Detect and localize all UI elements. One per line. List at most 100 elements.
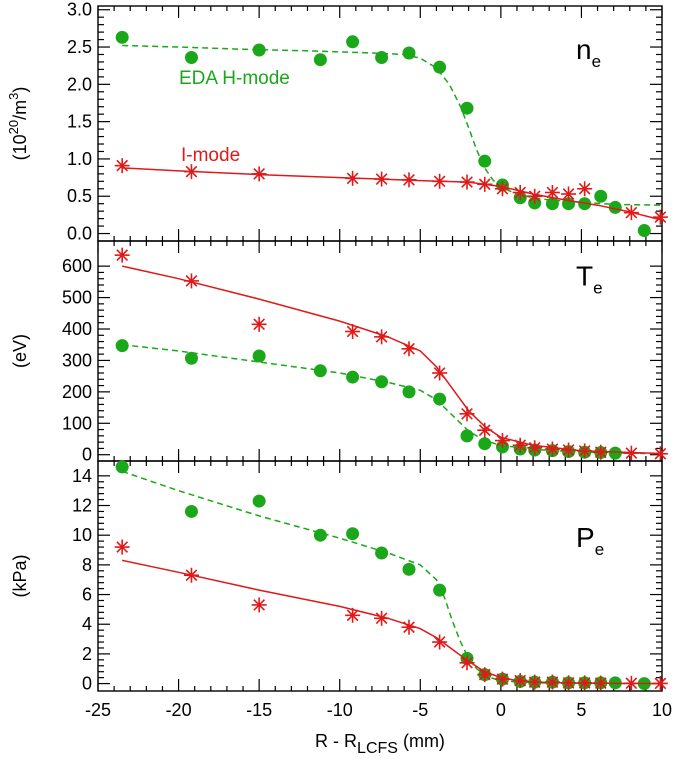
data-point-stroke — [461, 656, 473, 669]
data-point-stroke — [461, 176, 473, 188]
data-point — [459, 406, 475, 422]
y-tick-label: 2 — [82, 644, 92, 664]
data-point — [623, 445, 639, 461]
data-point — [252, 349, 266, 363]
data-point-stroke — [625, 206, 638, 219]
panel-label-sub: e — [595, 540, 604, 559]
x-tick-label: 10 — [652, 700, 672, 720]
data-point-stroke — [594, 446, 607, 459]
y-tick-label: 12 — [72, 496, 92, 516]
data-point — [114, 247, 130, 263]
x-tick-label: -10 — [327, 700, 353, 720]
data-point — [375, 50, 389, 64]
data-point — [527, 188, 543, 204]
data-point — [460, 101, 474, 115]
data-point — [637, 224, 651, 238]
data-point — [433, 583, 447, 597]
data-point — [512, 185, 528, 201]
data-point — [477, 176, 493, 192]
y-axis-title: (eV) — [10, 334, 30, 368]
data-point-stroke — [433, 367, 446, 379]
data-point-stroke — [654, 211, 667, 223]
data-point — [477, 667, 493, 683]
fit-line — [122, 343, 663, 455]
panel-label-main: P — [576, 522, 595, 553]
panel-frame — [97, 460, 663, 692]
series-i-mode — [114, 247, 668, 462]
series-eda-h-mode — [115, 339, 663, 460]
y-tick-label: 0 — [82, 674, 92, 694]
data-point — [608, 446, 622, 460]
y-tick-label: 6 — [82, 585, 92, 605]
panel-ne: 0.0 0.5 1.0 1.5 2.0 2.5 3.0 (1020/m3) ne EDA H-mo… — [6, 0, 668, 244]
data-point-stroke — [514, 674, 527, 687]
data-point-stroke — [375, 330, 388, 343]
data-point-stroke — [654, 677, 667, 690]
data-point — [608, 200, 622, 214]
x-tick-label: 0 — [496, 700, 506, 720]
data-point — [432, 634, 448, 650]
data-point-stroke — [528, 441, 541, 454]
data-point-stroke — [514, 439, 527, 452]
y-tick-label: 1.5 — [67, 112, 92, 132]
series-i-mode — [114, 158, 668, 225]
data-point — [652, 209, 668, 225]
data-point-stroke — [116, 159, 129, 172]
data-point — [375, 375, 389, 389]
x-axis-title: R - RLCFS (mm) — [315, 731, 445, 757]
data-point — [432, 173, 448, 189]
data-point-stroke — [496, 434, 509, 447]
data-point-stroke — [185, 569, 198, 582]
data-point — [460, 429, 474, 443]
data-point — [527, 674, 543, 690]
x-axis: R - RLCFS (mm) -25 -20 -15 -10 -5 0 5 10 — [85, 700, 672, 757]
data-point — [252, 43, 266, 57]
data-point — [544, 185, 560, 201]
y-axis-title-part: /m — [10, 100, 30, 120]
x-axis-title-sub: LCFS — [357, 740, 398, 757]
data-point-stroke — [116, 541, 129, 553]
y-tick-label: 3.0 — [67, 0, 92, 20]
fit-line — [122, 167, 663, 221]
data-point — [313, 53, 327, 67]
data-point — [561, 675, 577, 691]
y-tick-label: 400 — [62, 319, 92, 339]
data-point-stroke — [403, 173, 415, 186]
data-point — [512, 437, 528, 453]
y-tick-label: 10 — [72, 525, 92, 545]
fit-line — [122, 559, 663, 685]
data-point-stroke — [346, 172, 359, 185]
y-tick-label: 4 — [82, 614, 92, 634]
data-point-stroke — [185, 275, 198, 287]
data-point-stroke — [546, 676, 559, 688]
series-label-eda-h-mode: EDA H-mode — [179, 68, 290, 89]
data-point-stroke — [478, 668, 491, 681]
data-point-stroke — [346, 325, 359, 338]
data-point — [577, 675, 593, 691]
y-axis-title-part: 20 — [6, 120, 21, 134]
panel-label-sub: e — [593, 279, 602, 298]
data-point-stroke — [562, 676, 575, 689]
data-point — [115, 30, 129, 44]
data-point-stroke — [625, 677, 638, 690]
data-point — [251, 597, 267, 613]
x-axis-title-main: R - R — [315, 731, 357, 751]
data-point — [345, 607, 361, 623]
data-point — [544, 674, 560, 690]
data-point-stroke — [253, 318, 266, 331]
data-point — [593, 675, 609, 691]
y-tick-label: 0.5 — [67, 186, 92, 206]
data-point — [401, 172, 417, 188]
data-point — [477, 422, 493, 438]
panel-label-main: T — [576, 261, 593, 292]
data-point-stroke — [375, 612, 388, 625]
data-point-stroke — [478, 178, 491, 191]
y-tick-label: 300 — [62, 350, 92, 370]
data-point — [478, 154, 492, 168]
panel-label: Te — [576, 261, 603, 298]
data-point — [623, 675, 639, 691]
panel-label-sub: e — [592, 52, 601, 71]
data-point — [594, 189, 608, 203]
y-tick-label: 14 — [72, 466, 92, 486]
series-label-i-mode: I-mode — [181, 145, 240, 166]
